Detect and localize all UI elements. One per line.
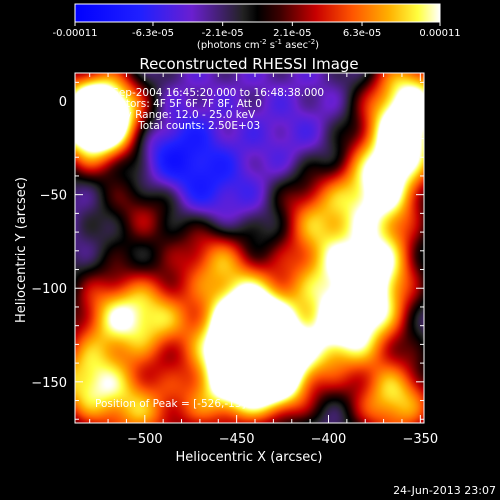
x-axis-label: Heliocentric X (arcsec)	[176, 450, 323, 465]
timestamp: 24-Jun-2013 23:07	[393, 484, 496, 497]
colorbar	[74, 3, 441, 23]
annotation-line-detectors: Detectors: 4F 5F 6F 7F 8F, Att 0	[95, 98, 262, 110]
x-tick-label: −500	[127, 432, 163, 447]
annotation-block: 13-Sep-2004 16:45:20.000 to 16:48:38.000…	[95, 87, 324, 132]
colorbar-unit-label: (photons cm-2 s-1 asec-2)	[197, 38, 319, 51]
chart-title: Reconstructed RHESSI Image	[139, 55, 358, 73]
colorbar-tick-label: 2.1e-05	[273, 28, 311, 39]
colorbar-tick-label: -2.1e-05	[202, 28, 244, 39]
plot-frame	[74, 72, 425, 424]
y-tick-label: 0	[59, 95, 67, 110]
annotation-line-counts: Clean Total counts: 2.50E+03	[95, 120, 260, 132]
y-tick-label: −100	[31, 282, 67, 297]
heatmap-image	[75, 73, 424, 423]
y-tick-label: −150	[31, 376, 67, 391]
y-tick-label: −50	[40, 189, 67, 204]
annotation-line-time: 13-Sep-2004 16:45:20.000 to 16:48:38.000	[95, 87, 324, 99]
x-tick-label: −350	[402, 432, 438, 447]
colorbar-ticks: -0.00011 -6.3e-05 -2.1e-05 2.1e-05 6.3e-05 0.…	[53, 22, 461, 39]
colorbar-tick-label: -6.3e-05	[132, 28, 174, 39]
x-tick-label: −450	[219, 432, 255, 447]
colorbar-tick-label: 6.3e-05	[343, 28, 381, 39]
colorbar-tick-label: 0.00011	[419, 28, 460, 39]
axis-ticks: −500 −450 −400 −350 0 −50 −100 −150	[31, 73, 438, 447]
colorbar-tick-label: -0.00011	[53, 28, 98, 39]
x-tick-label: −400	[311, 432, 347, 447]
annotation-line-energy: Energy Range: 12.0 - 25.0 keV	[95, 109, 256, 121]
y-axis-label: Heliocentric Y (arcsec)	[14, 177, 29, 323]
peak-position-label: Position of Peak = [-526,-15]	[95, 398, 246, 410]
